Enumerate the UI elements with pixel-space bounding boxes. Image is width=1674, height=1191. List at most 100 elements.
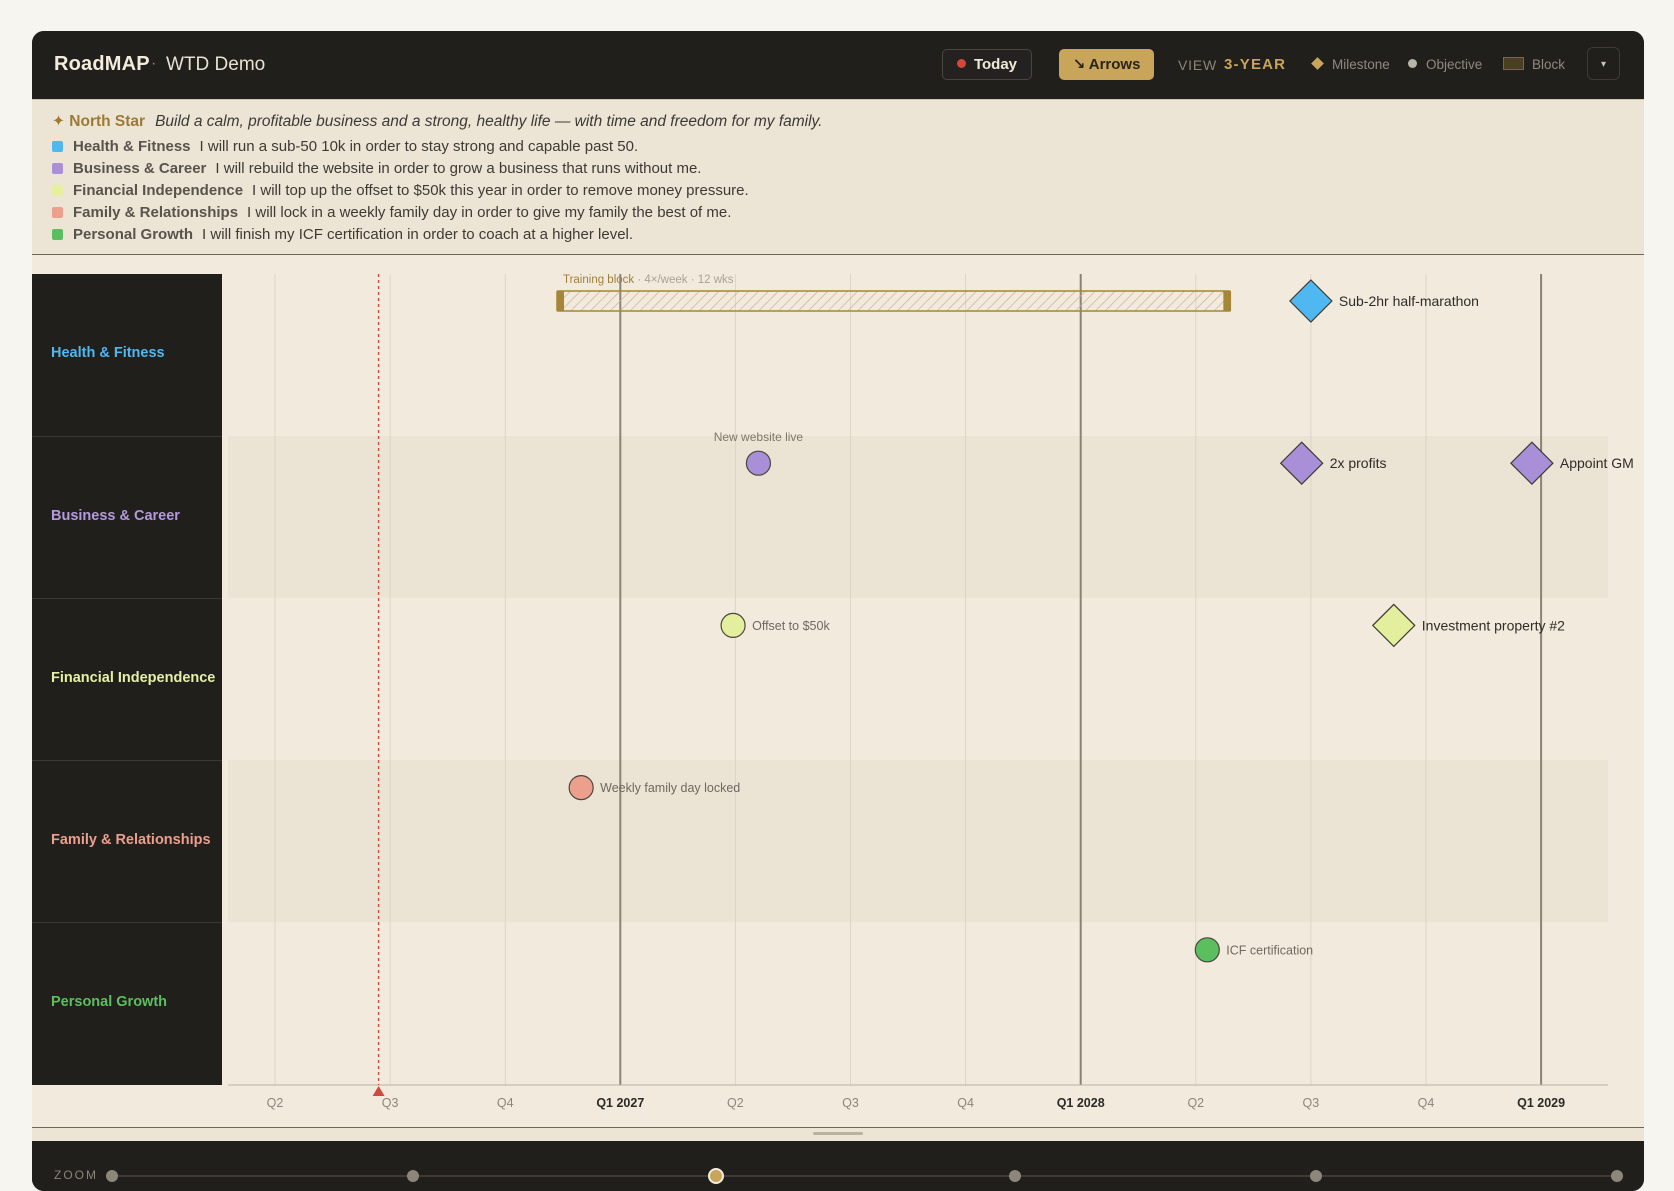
axis-tick-label: Q3 — [1303, 1096, 1320, 1110]
timeline-canvas: Q2 Q3 Q4 Q1 2027 Q2 Q3 Q4 Q1 2028 Q2 Q3 Q4 Q1 2029 T… — [228, 274, 1634, 1110]
area-name: Financial Independence — [73, 182, 244, 199]
lane-band — [228, 436, 1608, 598]
lane-divider — [32, 922, 222, 923]
area-goal-row[interactable]: Family & Relationships I will lock in a w… — [52, 203, 731, 223]
area-name: Business & Career — [73, 160, 207, 177]
north-star: ✦ North Star Build a calm, profitable bus… — [52, 112, 822, 131]
today-marker-icon — [372, 1086, 385, 1096]
today-button[interactable]: Today — [942, 49, 1032, 80]
legend-objective-label: Objective — [1426, 57, 1483, 72]
area-goal: I will top up the offset to $50k this ye… — [252, 182, 749, 199]
area-goal: I will lock in a weekly family day in or… — [247, 204, 732, 221]
lane-divider — [32, 760, 222, 761]
zoom-stop[interactable] — [106, 1170, 118, 1182]
lane-label-health-fitness[interactable]: Health & Fitness — [51, 345, 165, 361]
lane-label-family-relationships[interactable]: Family & Relationships — [51, 832, 211, 848]
zoom-stop-active[interactable] — [708, 1168, 724, 1184]
drag-handle-icon[interactable] — [813, 1132, 863, 1135]
axis-tick-label: Q1 2027 — [596, 1096, 644, 1110]
axis-tick-label: Q2 — [267, 1096, 284, 1110]
arrows-toggle-button[interactable]: ↘ Arrows — [1059, 49, 1154, 80]
menu-button[interactable]: ▾ — [1587, 47, 1620, 80]
area-goal: I will run a sub-50 10k in order to stay… — [199, 138, 639, 155]
milestone-diamond[interactable] — [1279, 441, 1324, 486]
axis-tick-label: Q3 — [842, 1096, 859, 1110]
milestone-label[interactable]: Investment property #2 — [1422, 617, 1565, 633]
milestone-label[interactable]: 2x profits — [1330, 455, 1387, 471]
today-button-label: Today — [973, 56, 1018, 73]
zoom-label: ZOOM — [54, 1168, 98, 1182]
zoom-bar: ZOOM — [32, 1141, 1644, 1191]
legend-milestone-label: Milestone — [1332, 57, 1390, 72]
milestone-diamond[interactable] — [1510, 441, 1554, 486]
zoom-stop[interactable] — [407, 1170, 419, 1182]
area-color-swatch — [52, 163, 63, 174]
view-selector[interactable]: 3-YEAR — [1224, 56, 1287, 73]
lane-divider — [32, 436, 222, 437]
objective-circle[interactable] — [568, 774, 594, 801]
north-star-panel: ✦ North Star Build a calm, profitable bus… — [32, 99, 1644, 255]
top-bar: RoadMAP · WTD Demo Today ↘ Arrows VIEW 3… — [32, 31, 1644, 99]
roadmap-app: RoadMAP · WTD Demo Today ↘ Arrows VIEW 3… — [32, 31, 1644, 1191]
axis-tick-label: Q4 — [497, 1096, 514, 1110]
axis-tick-label: Q2 — [1187, 1096, 1204, 1110]
area-goal-row[interactable]: Business & Career I will rebuild the webs… — [52, 159, 701, 179]
milestone-diamond[interactable] — [1289, 279, 1333, 323]
objective-circle-icon — [1408, 59, 1417, 68]
legend-block: Block — [1503, 57, 1565, 72]
area-goal-row[interactable]: Financial Independence I will top up the … — [52, 181, 749, 201]
legend-block-label: Block — [1532, 57, 1566, 72]
area-color-swatch — [52, 229, 63, 240]
lane-label-personal-growth[interactable]: Personal Growth — [51, 994, 168, 1010]
block-start-handle[interactable] — [556, 291, 564, 311]
arrows-button-label: ↘ Arrows — [1072, 56, 1141, 73]
milestone-label[interactable]: Appoint GM — [1560, 455, 1634, 471]
zoom-track[interactable] — [112, 1175, 1622, 1177]
view-label: VIEW — [1178, 57, 1217, 73]
title-separator: · — [151, 55, 157, 72]
block-end-handle[interactable] — [1223, 291, 1231, 311]
resize-splitter[interactable] — [32, 1128, 1644, 1141]
lane-sidebar: Health & Fitness Business & Career Finan… — [32, 274, 222, 1085]
objective-label[interactable]: Offset to $50k — [752, 619, 830, 633]
project-name[interactable]: WTD Demo — [166, 54, 266, 75]
area-color-swatch — [52, 185, 63, 196]
chevron-down-icon: ▾ — [1600, 59, 1607, 70]
objective-label[interactable]: New website live — [714, 430, 804, 444]
north-star-text: Build a calm, profitable business and a … — [155, 113, 823, 130]
today-dot-icon — [956, 59, 966, 68]
legend-milestone: Milestone — [1311, 57, 1390, 72]
axis-tick-label: Q1 2029 — [1517, 1096, 1565, 1110]
objective-label[interactable]: Weekly family day locked — [600, 781, 740, 795]
area-color-swatch — [52, 141, 63, 152]
area-name: Health & Fitness — [73, 138, 191, 155]
timeline: Health & Fitness Business & Career Finan… — [32, 255, 1644, 1127]
legend-objective: Objective — [1408, 57, 1482, 72]
zoom-stop[interactable] — [1009, 1170, 1021, 1182]
objective-circle[interactable] — [745, 450, 772, 476]
axis-tick-label: Q2 — [727, 1096, 744, 1110]
lane-divider — [32, 598, 222, 599]
training-block-bar[interactable] — [556, 290, 1232, 312]
axis-tick-label: Q4 — [957, 1096, 974, 1110]
lane-label-financial-independence[interactable]: Financial Independence — [51, 670, 216, 686]
timeline-bottom-border — [32, 1127, 1644, 1128]
milestone-label[interactable]: Sub-2hr half-marathon — [1339, 293, 1479, 309]
area-name: Family & Relationships — [73, 204, 239, 221]
objective-circle[interactable] — [720, 612, 746, 638]
zoom-stop[interactable] — [1611, 1170, 1623, 1182]
lane-label-business-career[interactable]: Business & Career — [51, 508, 180, 524]
area-goal-row[interactable]: Health & Fitness I will run a sub-50 10k … — [52, 137, 638, 157]
objective-circle[interactable] — [1194, 937, 1220, 963]
north-star-label: ✦ North Star — [52, 113, 146, 130]
zoom-stop[interactable] — [1310, 1170, 1322, 1182]
objective-label[interactable]: ICF certification — [1226, 943, 1313, 957]
area-goal-row[interactable]: Personal Growth I will finish my ICF cert… — [52, 225, 633, 245]
area-goal: I will finish my ICF certification in or… — [202, 226, 634, 243]
block-label: Training block · 4×/week · 12 wks — [563, 274, 734, 286]
milestone-diamond[interactable] — [1371, 603, 1416, 648]
area-color-swatch — [52, 207, 63, 218]
area-goal: I will rebuild the website in order to g… — [215, 160, 702, 177]
axis-tick-label: Q1 2028 — [1057, 1096, 1105, 1110]
app-name: RoadMAP — [54, 53, 150, 75]
